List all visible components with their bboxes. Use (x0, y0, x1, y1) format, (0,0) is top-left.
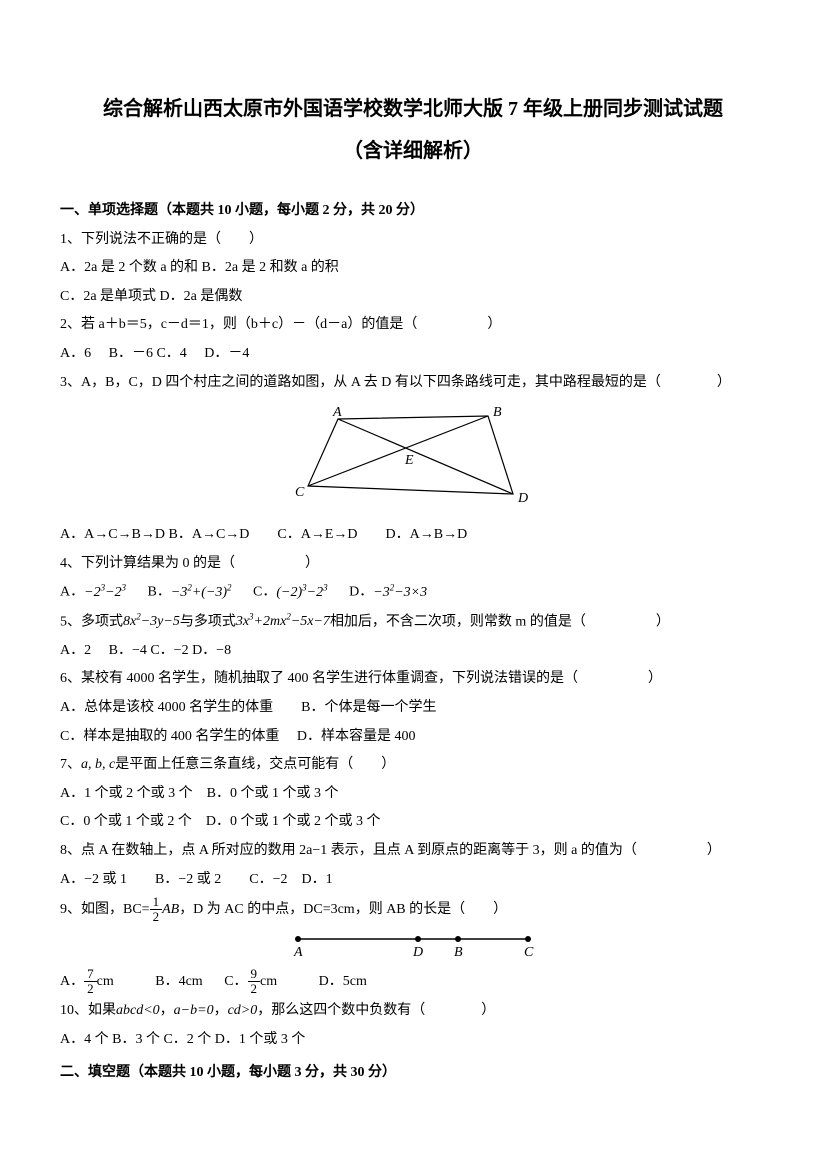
page-title-line1: 综合解析山西太原市外国语学校数学北师大版 7 年级上册同步测试试题 (60, 90, 766, 128)
label-B: B (454, 945, 463, 959)
question-7-stem: 7、a, b, c是平面上任意三条直线，交点可能有（ ） (60, 752, 766, 779)
q4-opt-b: B．−32+(−3)2 (148, 579, 232, 606)
section-1-header: 一、单项选择题（本题共 10 小题，每小题 2 分，共 20 分） (60, 198, 766, 225)
q4-opt-a: A．−23−23 (60, 579, 126, 606)
question-9-stem: 9、如图，BC=12AB，D 为 AC 的中点，DC=3cm，则 AB 的长是（… (60, 895, 766, 925)
q9-opt-c: C．92cm (224, 967, 277, 997)
figure-q9: A D B C (60, 933, 766, 959)
label-C: C (524, 945, 534, 959)
label-A: A (332, 405, 342, 420)
q9-opt-b: B．4cm (155, 969, 202, 996)
label-B: B (493, 405, 502, 420)
section-2-header: 二、填空题（本题共 10 小题，每小题 3 分，共 30 分） (60, 1060, 766, 1087)
question-8-stem: 8、点 A 在数轴上，点 A 所对应的数用 2a−1 表示，且点 A 到原点的距… (60, 838, 766, 865)
q9-opt-a: A．72cm (60, 967, 114, 997)
label-E: E (404, 453, 414, 468)
question-1-options-cd: C．2a 是单项式 D．2a 是偶数 (60, 284, 766, 311)
question-2-options: A．6 B．－6 C．4 D．－4 (60, 341, 766, 368)
page-title-line2: （含详细解析） (60, 132, 766, 170)
question-3-options: A．A→C→B→D B．A→C→D C．A→E→D D．A→B→D (60, 522, 766, 549)
label-C: C (295, 485, 305, 500)
question-6-options-ab: A．总体是该校 4000 名学生的体重 B．个体是每一个学生 (60, 695, 766, 722)
label-D: D (412, 945, 423, 959)
q9-opt-d: D．5cm (319, 969, 367, 996)
fraction-half-ab: 12 (150, 895, 163, 925)
q4-opt-d: D．−32−3×3 (349, 579, 427, 606)
question-4-options: A．−23−23 B．−32+(−3)2 C．(−2)3−23 D．−32−3×… (60, 579, 766, 606)
question-5-stem: 5、多项式8x2−3y−5与多项式3x3+2mx2−5x−7相加后，不含二次项，… (60, 609, 766, 636)
question-6-options-cd: C．样本是抽取的 400 名学生的体重 D．样本容量是 400 (60, 724, 766, 751)
quadrilateral-diagram: A B C D E (283, 404, 543, 514)
label-D: D (517, 491, 528, 506)
question-5-options: A．2 B．−4 C．−2 D．−8 (60, 638, 766, 665)
question-1-stem: 1、下列说法不正确的是（ ） (60, 227, 766, 254)
question-10-options: A．4 个 B．3 个 C．2 个 D．1 个或 3 个 (60, 1027, 766, 1054)
question-7-options-ab: A．1 个或 2 个或 3 个 B．0 个或 1 个或 3 个 (60, 781, 766, 808)
q4-opt-c: C．(−2)3−23 (253, 579, 328, 606)
question-6-stem: 6、某校有 4000 名学生，随机抽取了 400 名学生进行体重调查，下列说法错… (60, 666, 766, 693)
line-segment-diagram: A D B C (283, 933, 543, 959)
question-7-options-cd: C．0 个或 1 个或 2 个 D．0 个或 1 个或 2 个或 3 个 (60, 809, 766, 836)
question-10-stem: 10、如果abcd<0，a−b=0，cd>0，那么这四个数中负数有（ ） (60, 998, 766, 1025)
question-1-options-ab: A．2a 是 2 个数 a 的和 B．2a 是 2 和数 a 的积 (60, 255, 766, 282)
question-3-stem: 3、A，B，C，D 四个村庄之间的道路如图，从 A 去 D 有以下四条路线可走，… (60, 370, 766, 397)
label-A: A (293, 945, 303, 959)
question-2-stem: 2、若 a＋b＝5，c－d＝1，则（b＋c）－（d－a）的值是（ ） (60, 312, 766, 339)
question-4-stem: 4、下列计算结果为 0 的是（ ） (60, 551, 766, 578)
question-9-options: A．72cm B．4cm C．92cm D．5cm (60, 967, 766, 997)
question-8-options: A．−2 或 1 B．−2 或 2 C．−2 D．1 (60, 867, 766, 894)
figure-q3: A B C D E (60, 404, 766, 514)
